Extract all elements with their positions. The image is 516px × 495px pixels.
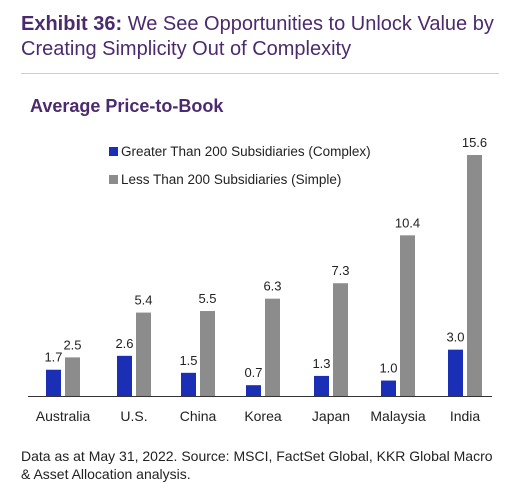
bar-korea-complex bbox=[246, 385, 261, 396]
legend-swatch-complex bbox=[109, 147, 118, 156]
source-footnote: Data as at May 31, 2022. Source: MSCI, F… bbox=[21, 448, 493, 482]
bar-korea-simple bbox=[265, 298, 280, 396]
value-label-india-simple: 15.6 bbox=[462, 135, 487, 150]
title-divider bbox=[21, 73, 499, 74]
bar-u-s-complex bbox=[117, 355, 132, 396]
bar-india-simple bbox=[467, 155, 482, 396]
bar-australia-simple bbox=[65, 357, 80, 396]
value-label-malaysia-simple: 10.4 bbox=[395, 215, 420, 230]
value-label-u-s-complex: 2.6 bbox=[115, 336, 133, 351]
value-label-korea-simple: 6.3 bbox=[263, 279, 281, 294]
legend-swatch-simple bbox=[109, 175, 118, 184]
bar-malaysia-complex bbox=[381, 380, 396, 396]
value-label-malaysia-complex: 1.0 bbox=[379, 361, 397, 376]
value-label-japan-simple: 7.3 bbox=[331, 263, 349, 278]
x-tick-label-u-s: U.S. bbox=[120, 408, 147, 424]
x-tick-label-malaysia: Malaysia bbox=[370, 408, 425, 424]
legend-label-complex: Greater Than 200 Subsidiaries (Complex) bbox=[121, 144, 371, 159]
value-label-china-complex: 1.5 bbox=[179, 353, 197, 368]
bar-u-s-simple bbox=[136, 312, 151, 396]
value-label-australia-complex: 1.7 bbox=[44, 350, 62, 365]
exhibit-title: Exhibit 36: We See Opportunities to Unlo… bbox=[21, 12, 501, 62]
x-tick-label-japan: Japan bbox=[312, 408, 350, 424]
bar-malaysia-simple bbox=[400, 235, 415, 396]
value-label-india-complex: 3.0 bbox=[446, 330, 464, 345]
value-label-australia-simple: 2.5 bbox=[63, 337, 81, 352]
bar-china-complex bbox=[181, 372, 196, 396]
bar-japan-simple bbox=[333, 283, 348, 396]
bar-japan-complex bbox=[314, 375, 329, 396]
x-tick-label-india: India bbox=[450, 408, 481, 424]
exhibit-label: Exhibit 36: bbox=[21, 13, 123, 35]
bar-india-complex bbox=[448, 349, 463, 396]
legend-label-simple: Less Than 200 Subsidiaries (Simple) bbox=[121, 172, 341, 187]
value-label-u-s-simple: 5.4 bbox=[134, 293, 152, 308]
exhibit-title-text: We See Opportunities to Unlock Value by … bbox=[21, 13, 494, 60]
bar-chart: 1.72.5 Australia 2.6 5.4 U.S. 1.5 5.5 China 0.7 6… bbox=[28, 135, 492, 424]
x-tick-label-korea: Korea bbox=[244, 408, 282, 424]
x-tick-label-china: China bbox=[180, 408, 217, 424]
value-label-korea-complex: 0.7 bbox=[244, 365, 262, 380]
bar-china-simple bbox=[200, 311, 215, 396]
bar-australia-complex bbox=[46, 369, 61, 396]
chart-title: Average Price-to-Book bbox=[30, 96, 224, 116]
value-label-japan-complex: 1.3 bbox=[312, 356, 330, 371]
value-label-china-simple: 5.5 bbox=[198, 291, 216, 306]
x-tick-label-australia: Australia bbox=[36, 408, 91, 424]
